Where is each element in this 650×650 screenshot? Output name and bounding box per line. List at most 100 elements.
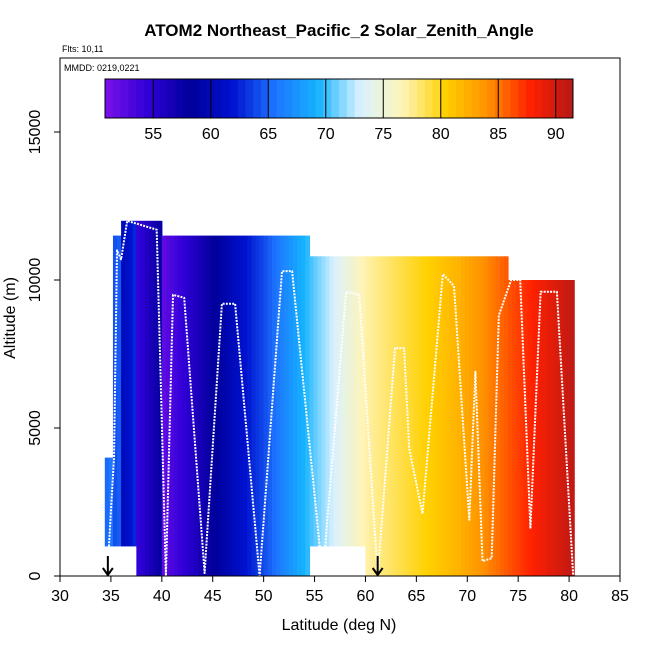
- heatmap-cell: [210, 235, 216, 576]
- colorbar-segment: [557, 79, 566, 118]
- heatmap-cell: [313, 256, 319, 547]
- heatmap-cell: [128, 220, 134, 547]
- colorbar-segment: [268, 79, 278, 118]
- colorbar-segment: [284, 79, 293, 118]
- heatmap-cell: [288, 235, 294, 576]
- heatmap-cell: [397, 256, 402, 576]
- colorbar-segment: [370, 79, 379, 118]
- heatmap-cell: [292, 235, 298, 576]
- heatmap-cell: [267, 235, 273, 576]
- colorbar-segment: [393, 79, 402, 118]
- heatmap-cell: [437, 256, 442, 576]
- heatmap-cell: [562, 280, 567, 576]
- colorbar-segment: [151, 79, 161, 118]
- colorbar-segment: [214, 79, 223, 118]
- colorbar-segment: [354, 79, 363, 118]
- heatmap-cell: [226, 235, 232, 576]
- heatmap-cell: [202, 235, 208, 576]
- heatmap-cell: [206, 235, 212, 576]
- colorbar-segment: [487, 79, 496, 118]
- chart-title: ATOM2 Northeast_Pacific_2 Solar_Zenith_A…: [144, 21, 534, 40]
- colorbar-segment: [385, 79, 395, 118]
- heatmap-cell: [511, 280, 517, 576]
- heatmap-cell: [296, 235, 302, 576]
- colorbar-frame: [104, 78, 574, 119]
- heatmap-cell: [515, 280, 521, 576]
- colorbar-segment: [237, 79, 246, 118]
- colorbar-segment: [307, 79, 317, 118]
- heatmap-cell: [500, 256, 505, 576]
- heatmap-cell: [321, 256, 327, 547]
- heatmap-cell: [231, 235, 236, 576]
- colorbar-segment: [323, 79, 332, 118]
- colorbar-segment: [167, 79, 176, 118]
- colorbar-tick-label: 90: [547, 126, 565, 143]
- heatmap-cell: [385, 256, 390, 576]
- x-tick-label: 80: [560, 588, 578, 605]
- colorbar-segment: [261, 79, 270, 118]
- x-tick-label: 60: [357, 588, 375, 605]
- heatmap-cell: [182, 235, 187, 576]
- heatmap-cell: [263, 235, 269, 576]
- heatmap-cell: [178, 235, 183, 576]
- heatmap-cell: [349, 256, 355, 547]
- heatmap-cell: [566, 280, 571, 576]
- heatmap-cell: [280, 235, 286, 576]
- heatmap-cell: [317, 256, 323, 547]
- colorbar-segment: [245, 79, 254, 118]
- heatmap-cell: [476, 256, 482, 576]
- colorbar-segment: [510, 79, 519, 118]
- heatmap-cell: [389, 256, 394, 576]
- heatmap-cell: [453, 256, 458, 576]
- heatmap-cell: [413, 256, 418, 576]
- flight-track-layer: [107, 219, 575, 577]
- heatmap-cell: [421, 256, 426, 576]
- heatmap-cell: [441, 256, 446, 576]
- x-tick-label: 55: [306, 588, 324, 605]
- colorbar-segment: [456, 79, 465, 118]
- x-tick-label: 85: [611, 588, 629, 605]
- heatmap-cell: [271, 235, 277, 576]
- heatmap-cell: [353, 256, 359, 547]
- x-tick-label: 35: [102, 588, 120, 605]
- x-tick-label: 30: [51, 588, 69, 605]
- heatmap-cell: [165, 235, 171, 576]
- colorbar-segment: [292, 79, 301, 118]
- y-tick-label: 0: [27, 571, 44, 580]
- heatmap-layer: [104, 220, 575, 577]
- heatmap-cell: [357, 256, 363, 547]
- heatmap-cell: [169, 235, 175, 576]
- heatmap-cell: [157, 220, 163, 577]
- colorbar-tick-label: 55: [144, 126, 162, 143]
- colorbar-segment: [409, 79, 418, 118]
- colorbar-segment: [128, 79, 137, 118]
- heatmap-cell: [480, 256, 486, 576]
- colorbar-segment: [526, 79, 535, 118]
- colorbar-segment: [183, 79, 192, 118]
- colorbar-segment: [432, 79, 441, 118]
- x-tick-label: 40: [153, 588, 171, 605]
- heatmap-cell: [140, 220, 146, 577]
- heatmap-cell: [153, 220, 159, 577]
- heatmap-cell: [259, 235, 265, 576]
- heatmap-cell: [251, 235, 257, 576]
- heatmap-cell: [108, 457, 114, 547]
- x-tick-label: 70: [458, 588, 476, 605]
- heatmap-cell: [104, 457, 110, 547]
- colorbar-segment: [378, 79, 387, 118]
- heatmap-cell: [325, 256, 331, 547]
- heatmap-cell: [132, 220, 137, 547]
- colorbar-segment: [495, 79, 504, 118]
- flights-label: Flts: 10,11: [62, 44, 103, 54]
- colorbar-segment: [198, 79, 207, 118]
- colorbar-segment: [105, 79, 114, 118]
- plot-frame: [59, 57, 621, 577]
- heatmap-cell: [546, 280, 552, 576]
- heatmap-cell: [464, 256, 470, 576]
- colorbar-tick-label: 70: [317, 126, 335, 143]
- heatmap-cell: [341, 256, 347, 547]
- heatmap-cell: [235, 235, 240, 576]
- heatmap-cell: [255, 235, 261, 576]
- heatmap-cell: [449, 256, 454, 576]
